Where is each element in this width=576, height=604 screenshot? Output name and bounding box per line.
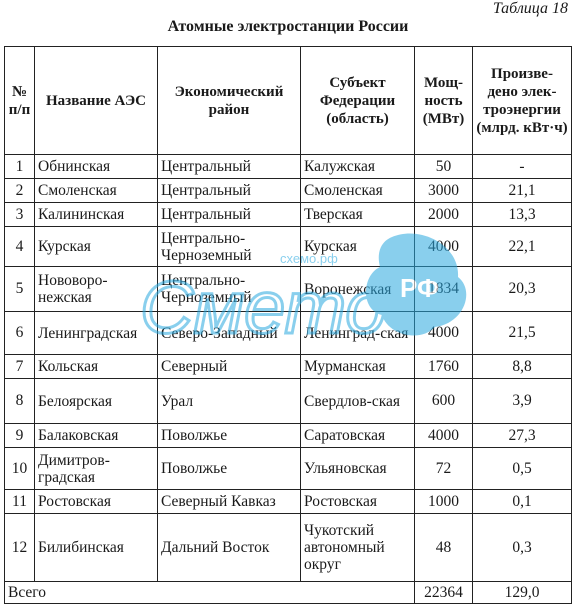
plant-energy: 13,3	[472, 202, 572, 227]
plant-energy: 0,3	[472, 513, 572, 582]
table-row: 11 Ростовская Северный Кавказ Ростовская…	[4, 489, 572, 514]
federal-subject: Курская	[300, 226, 415, 267]
total-label: Всего	[4, 581, 415, 604]
plant-name: Ленинградская	[34, 311, 158, 355]
total-power: 22364	[414, 581, 473, 604]
table-row: 5 Нововоро-нежская Центрально-Черноземны…	[4, 266, 572, 312]
economic-region: Центральный	[157, 202, 301, 227]
federal-subject: Ульяновская	[300, 447, 415, 490]
federal-subject: Ростовская	[300, 489, 415, 514]
table-row: 6 Ленинградская Северо-Западный Ленингра…	[4, 311, 572, 355]
header-subject: Субъект Федерации (область)	[300, 46, 415, 155]
plant-name: Димитров-градская	[34, 447, 158, 490]
plant-energy: 0,1	[472, 489, 572, 514]
row-num: 4	[4, 226, 35, 267]
plant-name: Балаковская	[34, 423, 158, 448]
row-num: 3	[4, 202, 35, 227]
plant-energy: -	[472, 154, 572, 179]
plant-power: 72	[414, 447, 473, 490]
plant-name: Кольская	[34, 354, 158, 379]
plant-power: 3000	[414, 178, 473, 203]
plant-name: Смоленская	[34, 178, 158, 203]
economic-region: Центрально-Черноземный	[157, 226, 301, 267]
row-num: 10	[4, 447, 35, 490]
plant-name: Ростовская	[34, 489, 158, 514]
row-num: 7	[4, 354, 35, 379]
header-name: Название АЭС	[34, 46, 158, 155]
federal-subject: Свердлов-ская	[300, 378, 415, 424]
plant-energy: 20,3	[472, 266, 572, 312]
federal-subject: Тверская	[300, 202, 415, 227]
federal-subject: Саратовская	[300, 423, 415, 448]
federal-subject: Смоленская	[300, 178, 415, 203]
plant-energy: 21,1	[472, 178, 572, 203]
table-row: 10 Димитров-градская Поволжье Ульяновска…	[4, 447, 572, 490]
table-row: 7 Кольская Северный Мурманская 1760 8,8	[4, 354, 572, 379]
table-row: 1 Обнинская Центральный Калужская 50 -	[4, 154, 572, 179]
total-energy: 129,0	[472, 581, 572, 604]
plant-power: 4000	[414, 226, 473, 267]
economic-region: Северный	[157, 354, 301, 379]
row-num: 12	[4, 513, 35, 582]
plant-name: Курская	[34, 226, 158, 267]
economic-region: Поволжье	[157, 447, 301, 490]
row-num: 8	[4, 378, 35, 424]
economic-region: Северный Кавказ	[157, 489, 301, 514]
header-power: Мощ-ность (МВт)	[414, 46, 473, 155]
plant-name: Калининская	[34, 202, 158, 227]
power-plants-table: № п/п Название АЭС Экономический район С…	[4, 46, 572, 604]
plant-power: 50	[414, 154, 473, 179]
row-num: 1	[4, 154, 35, 179]
plant-power: 1760	[414, 354, 473, 379]
row-num: 2	[4, 178, 35, 203]
plant-power: 2000	[414, 202, 473, 227]
federal-subject: Ленинград-ская	[300, 311, 415, 355]
plant-energy: 22,1	[472, 226, 572, 267]
table-row: 4 Курская Центрально-Черноземный Курская…	[4, 226, 572, 267]
plant-power: 600	[414, 378, 473, 424]
plant-power: 4000	[414, 423, 473, 448]
plant-energy: 0,5	[472, 447, 572, 490]
table-title: Атомные электростанции России	[167, 18, 409, 35]
plant-power: 1834	[414, 266, 473, 312]
plant-power: 4000	[414, 311, 473, 355]
table-row: 12 Билибинская Дальний Восток Чукотский …	[4, 513, 572, 582]
row-num: 5	[4, 266, 35, 312]
plant-energy: 8,8	[472, 354, 572, 379]
plant-energy: 21,5	[472, 311, 572, 355]
plant-power: 1000	[414, 489, 473, 514]
table-row: 3 Калининская Центральный Тверская 2000 …	[4, 202, 572, 227]
plant-name: Билибинская	[34, 513, 158, 582]
economic-region: Центрально-Черноземный	[157, 266, 301, 312]
table-row: 2 Смоленская Центральный Смоленская 3000…	[4, 178, 572, 203]
table-row: 9 Балаковская Поволжье Саратовская 4000 …	[4, 423, 572, 448]
header-energy: Произве-дено элек-троэнергии (млрд. кВт·…	[472, 46, 572, 155]
federal-subject: Воронежская	[300, 266, 415, 312]
header-region: Экономический район	[157, 46, 301, 155]
plant-name: Белоярская	[34, 378, 158, 424]
row-num: 9	[4, 423, 35, 448]
plant-name: Обнинская	[34, 154, 158, 179]
economic-region: Центральный	[157, 154, 301, 179]
economic-region: Дальний Восток	[157, 513, 301, 582]
header-num: № п/п	[4, 46, 35, 155]
row-num: 6	[4, 311, 35, 355]
plant-power: 48	[414, 513, 473, 582]
row-num: 11	[4, 489, 35, 514]
plant-name: Нововоро-нежская	[34, 266, 158, 312]
federal-subject: Калужская	[300, 154, 415, 179]
total-row: Всего 22364 129,0	[4, 581, 572, 604]
economic-region: Поволжье	[157, 423, 301, 448]
federal-subject: Чукотский автономный округ	[300, 513, 415, 582]
economic-region: Урал	[157, 378, 301, 424]
economic-region: Северо-Западный	[157, 311, 301, 355]
table-number: Таблица 18	[492, 0, 568, 17]
economic-region: Центральный	[157, 178, 301, 203]
federal-subject: Мурманская	[300, 354, 415, 379]
plant-energy: 27,3	[472, 423, 572, 448]
header-row: № п/п Название АЭС Экономический район С…	[4, 46, 572, 155]
plant-energy: 3,9	[472, 378, 572, 424]
table-row: 8 Белоярская Урал Свердлов-ская 600 3,9	[4, 378, 572, 424]
